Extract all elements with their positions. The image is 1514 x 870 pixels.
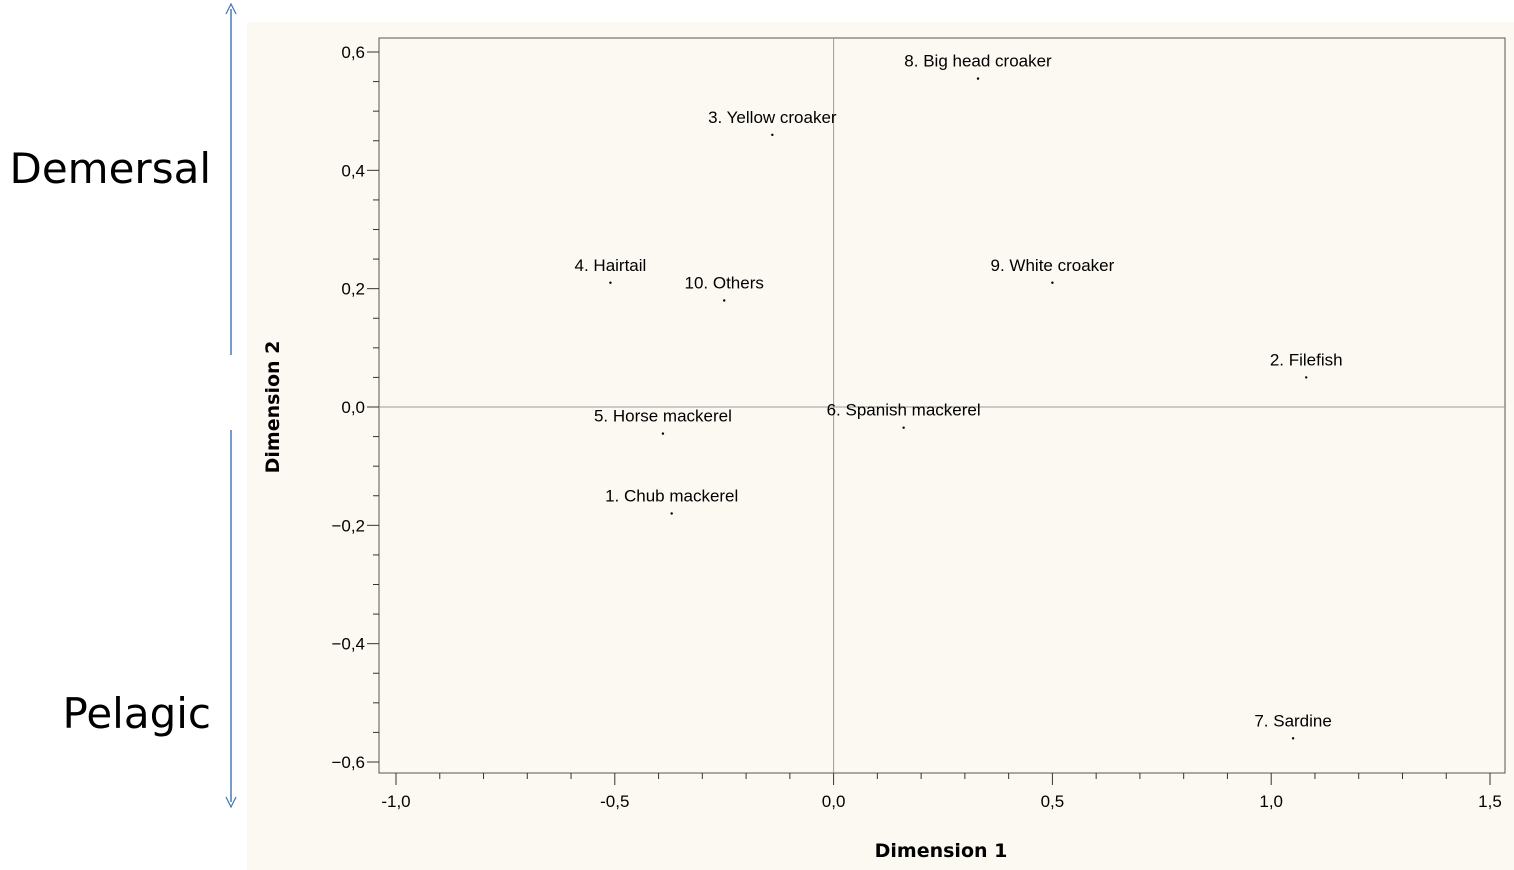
y-tick-label: 0,4 — [341, 161, 365, 180]
data-point — [771, 133, 774, 137]
y-tick-label: 0,6 — [341, 43, 365, 62]
data-point — [1051, 281, 1054, 284]
plot-frame — [378, 37, 1506, 774]
y-tick-label: −0,4 — [331, 635, 365, 654]
pelagic-label: Pelagic — [63, 689, 212, 738]
data-point — [609, 281, 612, 284]
y-axis-title: Dimension 2 — [262, 341, 284, 474]
x-axis-title: Dimension 1 — [875, 840, 1008, 862]
demersal-label: Demersal — [10, 144, 212, 193]
y-tick-label: 0,0 — [341, 398, 365, 417]
x-tick-label: 0,5 — [1041, 792, 1065, 811]
data-point — [723, 299, 726, 302]
data-point — [670, 512, 673, 515]
chart-background — [247, 22, 1514, 870]
y-axis: 0,6 0,4 0,2 0,0 −0,2 −0,4 −0,6 — [331, 43, 379, 772]
point-label: 2. Filefish — [1270, 350, 1343, 369]
y-tick-label: 0,2 — [341, 280, 365, 299]
point-label: 4. Hairtail — [575, 256, 647, 275]
point-label: 5. Horse mackerel — [594, 407, 732, 426]
data-point — [1305, 376, 1308, 379]
point-label: 6. Spanish mackerel — [827, 401, 981, 420]
x-tick-label: 1,0 — [1259, 792, 1283, 811]
reference-lines — [379, 38, 1505, 773]
data-point — [661, 432, 665, 435]
point-label: 3. Yellow croaker — [708, 108, 837, 127]
x-tick-label: 1,5 — [1478, 792, 1502, 811]
y-tick-label: −0,6 — [331, 753, 365, 772]
y-tick-label: −0,2 — [331, 516, 365, 535]
data-point — [976, 77, 980, 80]
x-tick-label: 0,0 — [822, 792, 846, 811]
data-point — [1291, 737, 1295, 740]
point-label: 7. Sardine — [1254, 711, 1332, 730]
x-tick-label: -1,0 — [381, 792, 410, 811]
point-label: 10. Others — [685, 274, 764, 293]
x-tick-label: -0,5 — [600, 792, 629, 811]
point-label: 8. Big head croaker — [904, 52, 1052, 71]
data-point — [902, 426, 905, 429]
points: 1. Chub mackerel 2. Filefish 3. Yellow cro… — [575, 52, 1343, 740]
point-label: 9. White croaker — [991, 256, 1115, 275]
x-axis: -1,0 -0,5 0,0 0,5 1,0 1,5 — [381, 773, 1502, 811]
point-label: 1. Chub mackerel — [605, 487, 738, 506]
